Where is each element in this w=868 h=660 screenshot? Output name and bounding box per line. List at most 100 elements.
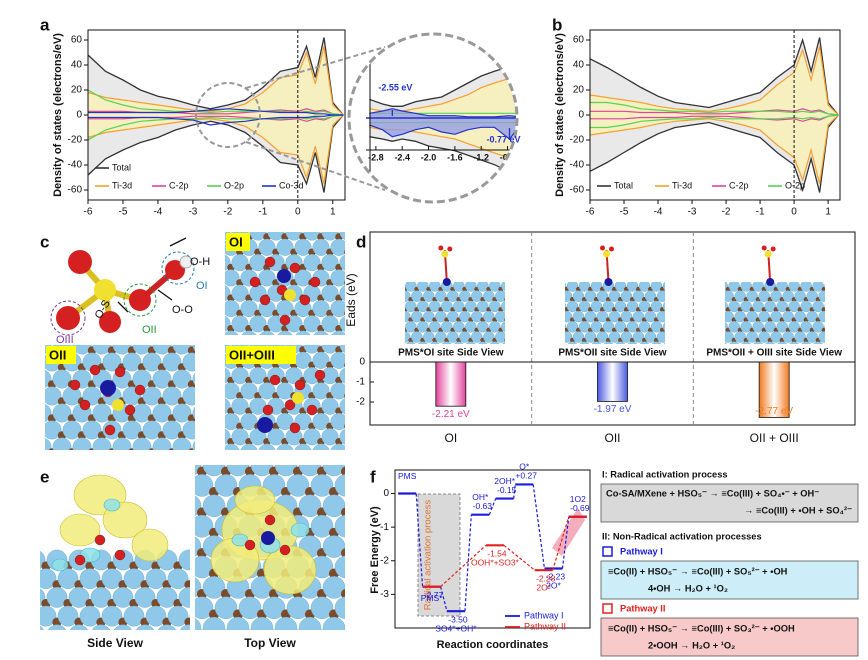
atom [122, 352, 142, 372]
atom [806, 331, 818, 343]
y-tick-label: 60 [71, 35, 83, 46]
atom [746, 331, 758, 343]
atom [320, 629, 324, 630]
section-title: II: Non-Radical activation processes [602, 531, 762, 541]
atom [639, 341, 650, 344]
atom [195, 596, 214, 620]
atom [465, 321, 477, 333]
atom [321, 428, 339, 446]
atom [294, 238, 312, 256]
atom [584, 331, 597, 343]
atom [294, 443, 312, 450]
atom [638, 282, 651, 292]
atom [740, 300, 752, 313]
atom [322, 535, 345, 558]
atom [167, 568, 189, 590]
atom [638, 321, 651, 333]
atom [303, 428, 321, 446]
atom [602, 300, 615, 313]
panel-label: a [40, 15, 50, 34]
atom [225, 413, 240, 430]
atom [152, 369, 172, 389]
atom [264, 514, 276, 526]
y-axis-label: Density of states (electrons/eV) [52, 33, 64, 197]
atom [752, 282, 764, 292]
atom [249, 315, 267, 333]
atom [321, 345, 339, 354]
structure-image [225, 345, 345, 450]
y-tick-label: 20 [573, 85, 585, 96]
atom [330, 238, 345, 256]
atom [259, 330, 275, 335]
atom [192, 345, 195, 352]
atom [590, 321, 603, 333]
atom [142, 420, 162, 440]
atom [604, 278, 613, 286]
atom [504, 297, 505, 302]
atom [764, 321, 776, 333]
atom [728, 282, 740, 292]
value-label: +0.27 [515, 471, 537, 481]
atom [495, 290, 505, 302]
atom [152, 345, 172, 355]
atom [777, 341, 787, 344]
legend-label: Co-3d [279, 180, 304, 190]
atom [279, 544, 291, 556]
atom [471, 310, 483, 323]
inset: -2.8-2.4-2.0-1.6-1.2-0.8 [366, 48, 516, 188]
atom [264, 256, 276, 268]
equation: Co-SA/MXene + HSO₅⁻ → ≡Co(III) + SO₄•⁻ +… [606, 488, 819, 498]
atom [225, 443, 240, 450]
atom [344, 362, 345, 368]
atom [339, 254, 345, 271]
atom [465, 300, 477, 313]
atom [225, 330, 239, 335]
atom [279, 314, 291, 326]
atom [339, 345, 345, 353]
atom [195, 618, 202, 630]
atom [495, 331, 505, 343]
atom [82, 420, 102, 440]
atom [344, 249, 345, 255]
atom [240, 413, 258, 430]
atom [344, 629, 345, 630]
atom [289, 422, 301, 434]
dos-line [369, 136, 516, 180]
atom [299, 294, 311, 306]
x-tick-label: -4 [654, 207, 663, 218]
density-lobe [59, 513, 101, 547]
atom [620, 310, 633, 323]
y-tick-label: -40 [570, 160, 585, 171]
atom [334, 555, 345, 579]
atom [725, 331, 734, 343]
atom [172, 345, 192, 355]
atom [608, 290, 621, 302]
panel-d: -2 -1 0 Eads (eV) -2.21 eV OI PMS*OI site Side… [344, 231, 856, 445]
panel-label: f [370, 467, 376, 486]
level-label: O* [519, 462, 530, 472]
atom [824, 324, 825, 330]
atom [501, 321, 505, 333]
atom [331, 330, 345, 335]
atom [770, 310, 782, 323]
atom [758, 310, 770, 323]
atom [135, 624, 155, 630]
panel-label: c [40, 232, 49, 251]
atom [259, 294, 271, 306]
atom [258, 269, 276, 287]
atom [776, 321, 788, 333]
atom [344, 280, 345, 286]
atom [620, 290, 633, 302]
atom [321, 232, 339, 241]
atom [339, 367, 345, 384]
dos-area [590, 46, 839, 115]
atom [312, 413, 330, 430]
y-tick-label: 60 [573, 35, 585, 46]
y-tick-label: -20 [68, 135, 83, 146]
atom [298, 465, 322, 477]
atom [74, 554, 86, 566]
atom [123, 605, 145, 627]
atom [501, 282, 505, 292]
